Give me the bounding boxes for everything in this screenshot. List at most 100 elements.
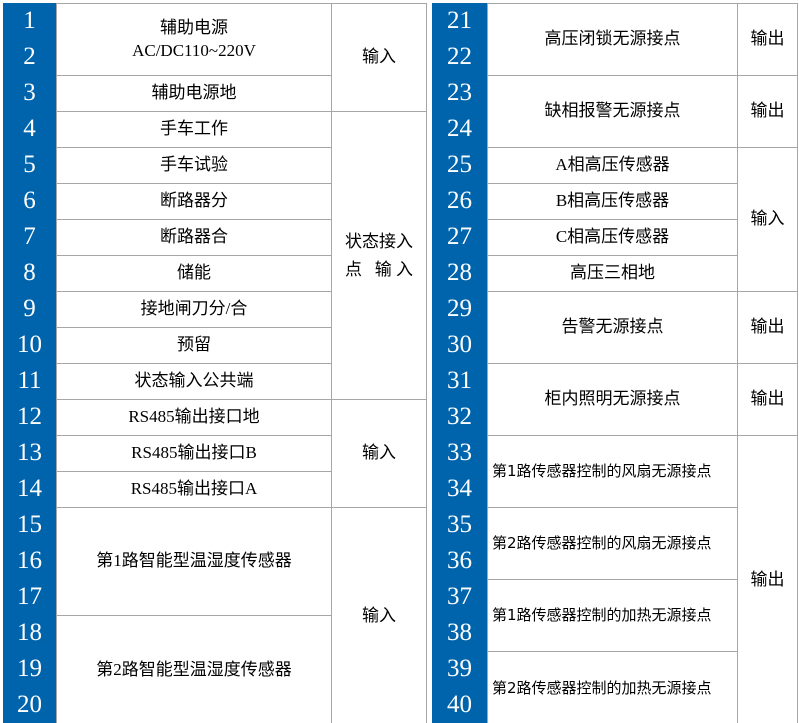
terminal-type-cell: 输出 [738,4,797,76]
terminal-description-label: 高压三相地 [570,263,655,283]
terminal-description-cell: A相高压传感器 [488,148,737,184]
terminal-description-label: 状态输入公共端 [134,371,254,391]
terminal-number-cell: 18 [17,619,42,646]
terminal-description-label: 手车工作 [160,119,228,139]
terminal-description-cell: 断路器合 [57,220,331,256]
terminal-description-cell: 第1路传感器控制的加热无源接点 [488,580,737,652]
terminal-type-label: 输出 [750,569,785,589]
terminal-number-cell: 2 [23,43,36,70]
terminal-number-cell: 40 [447,691,472,718]
terminal-number-cell: 26 [447,187,472,214]
terminal-number-cell: 8 [23,259,36,286]
terminal-description-label: C相高压传感器 [555,227,670,247]
terminal-number-cell: 35 [447,511,472,538]
terminal-number-cell: 17 [17,583,42,610]
terminal-number-cell: 20 [17,691,42,718]
terminal-description-label: 接地闸刀分/合 [140,299,248,319]
terminal-description-cell: RS485输出接口A [57,472,331,508]
terminal-number-column-right: 21 22 23 24 25 26 27 28 29 30 31 32 33 34 35 36 37 38 39 40 [432,3,487,723]
terminal-description-label: 手车试验 [160,155,228,175]
terminal-description-label: 第1路智能型温湿度传感器 [96,551,292,571]
terminal-number-cell: 15 [17,511,42,538]
terminal-description-label: 缺相报警无源接点 [544,101,681,121]
terminal-description-cell: 第2路传感器控制的加热无源接点 [488,652,737,723]
terminal-description-cell: 辅助电源 AC/DC110~220V [57,4,331,76]
terminal-number-cell: 7 [23,223,36,250]
terminal-description-label: 第2路传感器控制的风扇无源接点 [492,534,712,553]
terminal-type-label: 输入 [750,209,785,229]
terminal-number-cell: 38 [447,619,472,646]
terminal-number-cell: 22 [447,43,472,70]
terminal-description-cell: RS485输出接口地 [57,400,331,436]
terminal-number-cell: 11 [17,367,42,394]
terminal-type-label: 输出 [750,101,785,121]
terminal-description-cell: B相高压传感器 [488,184,737,220]
terminal-number-cell: 34 [447,475,472,502]
terminal-description-label: 辅助电源 AC/DC110~220V [132,17,256,60]
terminal-type-label: 输入 [362,443,396,463]
terminal-description-label: 储能 [177,263,211,283]
terminal-number-cell: 12 [17,403,42,430]
terminal-description-label: RS485输出接口地 [128,407,260,427]
terminal-type-label: 输入 [362,47,396,67]
terminal-type-cell: 输出 [738,364,797,436]
terminal-description-label: 告警无源接点 [561,317,664,337]
terminal-description-cell: 第2路智能型温湿度传感器 [57,616,331,723]
terminal-block-right: 21 22 23 24 25 26 27 28 29 30 31 32 33 34 35 36 37 38 39 40… [432,3,798,723]
terminal-description-cell: 手车工作 [57,112,331,148]
terminal-number-cell: 13 [17,439,42,466]
terminal-description-cell: 辅助电源地 [57,76,331,112]
terminal-description-cell: 告警无源接点 [488,292,737,364]
terminal-type-label: 输出 [750,29,785,49]
terminal-type-cell: 输入 [332,400,426,508]
terminal-number-cell: 32 [447,403,472,430]
terminal-number-cell: 31 [447,367,472,394]
terminal-type-cell: 输入 [332,508,426,723]
terminal-number-cell: 21 [447,7,472,34]
terminal-type-cell: 输出 [738,436,797,723]
terminal-description-label: 第1路传感器控制的风扇无源接点 [492,462,712,481]
terminal-description-cell: 缺相报警无源接点 [488,76,737,148]
terminal-description-cell: 储能 [57,256,331,292]
terminal-type-column-left: 输入 状态接入点 输入 输入 输入 [331,3,427,723]
terminal-number-cell: 29 [447,295,472,322]
terminal-description-label: 断路器分 [160,191,228,211]
terminal-description-label: RS485输出接口B [131,443,257,463]
terminal-description-column-right: 高压闭锁无源接点缺相报警无源接点 A相高压传感器 B相高压传感器 C相高压传感器 高压三… [487,3,737,723]
terminal-description-cell: 第1路智能型温湿度传感器 [57,508,331,616]
terminal-description-cell: 柜内照明无源接点 [488,364,737,436]
terminal-number-cell: 4 [23,115,36,142]
terminal-number-column-left: 1 2 3 4 5 6 7 8 9 10 11 12 13 14 15 16 17 18 19 20 [3,3,56,723]
terminal-description-cell: 断路器分 [57,184,331,220]
terminal-description-label: 第2路智能型温湿度传感器 [96,659,292,679]
terminal-description-cell: 手车试验 [57,148,331,184]
terminal-description-label: 第2路传感器控制的加热无源接点 [492,678,712,697]
terminal-number-cell: 39 [447,655,472,682]
terminal-number-cell: 30 [447,331,472,358]
terminal-type-label: 状态接入点 输入 [345,232,413,279]
terminal-description-cell: 第1路传感器控制的风扇无源接点 [488,436,737,508]
terminal-number-cell: 6 [23,187,36,214]
terminal-type-cell: 输出 [738,292,797,364]
terminal-number-cell: 36 [447,547,472,574]
terminal-type-label: 输出 [750,317,785,337]
terminal-description-label: 柜内照明无源接点 [544,389,681,409]
terminal-number-cell: 24 [447,115,472,142]
terminal-number-cell: 16 [17,547,42,574]
terminal-description-label: 断路器合 [160,227,228,247]
terminal-description-cell: 高压闭锁无源接点 [488,4,737,76]
terminal-block-left: 1 2 3 4 5 6 7 8 9 10 11 12 13 14 15 16 17 18 19 20 辅助电源 AC/… [3,3,427,723]
terminal-description-label: 第1路传感器控制的加热无源接点 [492,606,712,625]
terminal-number-cell: 37 [447,583,472,610]
terminal-description-cell: C相高压传感器 [488,220,737,256]
terminal-description-cell: 高压三相地 [488,256,737,292]
terminal-description-cell: 状态输入公共端 [57,364,331,400]
terminal-type-label: 输出 [750,389,785,409]
terminal-description-label: B相高压传感器 [555,191,670,211]
terminal-number-cell: 14 [17,475,42,502]
terminal-type-label: 输入 [362,605,396,625]
terminal-type-column-right: 输出 输出 输入 输出 输出 输出 [737,3,798,723]
terminal-description-cell: 接地闸刀分/合 [57,292,331,328]
terminal-type-cell: 输入 [738,148,797,292]
